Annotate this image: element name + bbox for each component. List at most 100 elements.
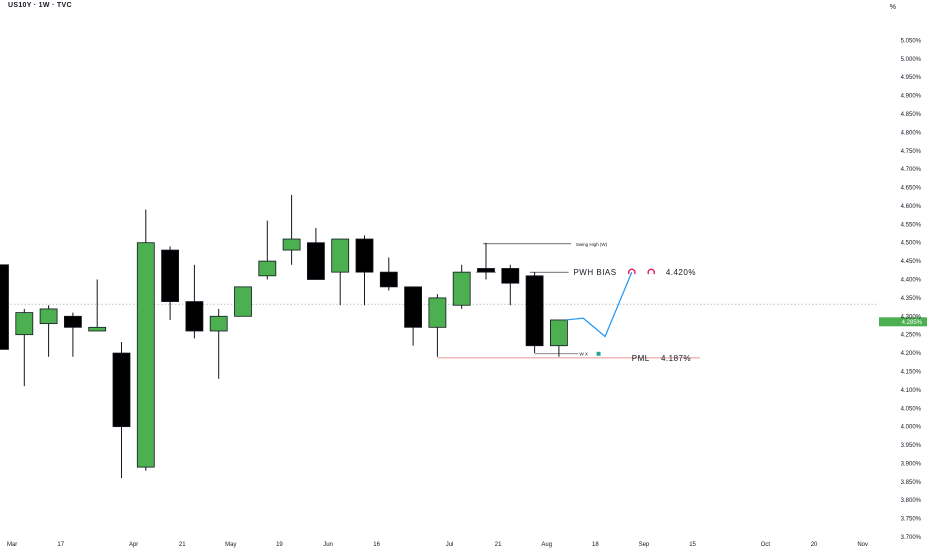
candle-body [452, 271, 471, 306]
y-tick-label: 4.700% [901, 167, 922, 173]
y-tick-label: 5.000% [901, 57, 922, 63]
y-tick-label: 4.900% [901, 94, 922, 100]
candle-body [331, 238, 350, 273]
y-tick-label: 4.250% [901, 333, 922, 339]
x-tick-label: Aug [541, 542, 552, 548]
y-tick-label: 4.350% [901, 296, 922, 302]
x-tick-label: May [225, 542, 236, 548]
y-tick-label: 3.900% [901, 461, 922, 467]
y-tick-label: 4.600% [901, 204, 922, 210]
candle-down [355, 235, 374, 306]
x-tick-label: Jul [446, 542, 454, 548]
time-axis[interactable]: Mar 17 Apr 21 May 19 Jun 16 Jul 21 Aug 18 Sep 15 Oct 20… [7, 542, 868, 548]
pwh-bias-value: 4.420% [666, 268, 696, 277]
candle-down [161, 246, 180, 320]
candle-body [282, 238, 301, 251]
x-tick-label: Jun [323, 542, 333, 548]
candle-up [258, 220, 277, 280]
y-tick-label: 3.850% [901, 480, 922, 486]
candle-up [234, 286, 252, 317]
annotations-layer: Swing High (W) PWH BIAS 4.420% PML 4.187% W X… [437, 242, 927, 363]
candle-up [136, 209, 155, 471]
swing-high-label: Swing High (W) [576, 242, 608, 247]
candle-body [64, 315, 82, 328]
candle-body [112, 352, 131, 428]
y-tick-label: 4.500% [901, 241, 922, 247]
candle-body [550, 319, 568, 347]
y-tick-label: 4.000% [901, 425, 922, 431]
candle-down [525, 272, 544, 354]
candle-down [404, 286, 423, 346]
w-mark-label: W X [580, 351, 589, 356]
candle-up [452, 264, 471, 309]
y-tick-label: 4.450% [901, 259, 922, 265]
y-tick-label: 4.650% [901, 186, 922, 192]
y-tick-label: 4.100% [901, 388, 922, 394]
candle-up [15, 308, 34, 387]
y-tick-label: 4.400% [901, 278, 922, 284]
y-tick-label: 4.050% [901, 406, 922, 412]
x-tick-label: Nov [857, 542, 868, 548]
bias-arch-icon [628, 268, 636, 275]
x-tick-label: 19 [276, 542, 283, 548]
candle-down [379, 257, 398, 291]
w-mark-icon [596, 351, 601, 356]
y-tick-label: 4.200% [901, 351, 922, 357]
candle-body [161, 249, 180, 302]
candle-body [209, 315, 228, 332]
candle-down [306, 228, 325, 280]
candle-body [185, 301, 204, 332]
candle-up [209, 308, 228, 379]
candle-body [428, 297, 447, 328]
x-tick-label: 21 [179, 542, 186, 548]
y-tick-label: 4.150% [901, 369, 922, 375]
x-tick-label: 17 [57, 542, 64, 548]
candle-down [0, 264, 9, 350]
pml-label: PML [632, 354, 650, 363]
x-tick-label: Mar [7, 542, 17, 548]
y-tick-label: 4.850% [901, 112, 922, 118]
current-price-tag [879, 317, 927, 327]
x-tick-label: Oct [761, 542, 771, 548]
candle-up [428, 294, 447, 357]
x-tick-label: 18 [592, 542, 599, 548]
candle-body [306, 242, 325, 280]
candle-body [88, 326, 107, 332]
candles-layer [0, 194, 568, 479]
y-tick-label: 4.750% [901, 149, 922, 155]
candle-down [112, 342, 131, 479]
candle-body [15, 312, 34, 336]
candle-down [64, 312, 82, 357]
y-tick-label: 4.300% [901, 314, 922, 320]
y-tick-label: 3.950% [901, 443, 922, 449]
candle-body [404, 286, 423, 328]
price-axis[interactable]: 5.050% 5.000% 4.950% 4.900% 4.850% 4.800% 4.75… [901, 38, 922, 541]
y-tick-label: 4.550% [901, 222, 922, 228]
y-tick-label: 5.050% [901, 38, 922, 44]
pml-value: 4.187% [661, 354, 691, 363]
y-tick-label: 3.750% [901, 517, 922, 523]
bias-arch-icon [647, 268, 655, 275]
candle-body [39, 308, 58, 325]
candle-up [39, 305, 58, 357]
candle-body [525, 275, 544, 347]
x-tick-label: Apr [129, 542, 138, 548]
x-tick-label: 20 [811, 542, 818, 548]
y-tick-label: 3.700% [901, 535, 922, 541]
candle-body [501, 268, 520, 284]
x-tick-label: 16 [373, 542, 380, 548]
candle-up [282, 194, 301, 265]
x-tick-label: Sep [639, 542, 650, 548]
x-tick-label: 15 [689, 542, 696, 548]
candle-up [331, 238, 350, 306]
candle-body [379, 271, 398, 288]
price-unit-label: % [889, 4, 896, 11]
candle-up [88, 279, 107, 332]
chart-symbol-header: US10Y · 1W · TVC [8, 2, 72, 9]
candle-down [501, 264, 520, 306]
y-tick-label: 4.950% [901, 75, 922, 81]
candle-body [234, 286, 252, 317]
candle-body [355, 238, 374, 273]
projection-path [566, 271, 633, 338]
